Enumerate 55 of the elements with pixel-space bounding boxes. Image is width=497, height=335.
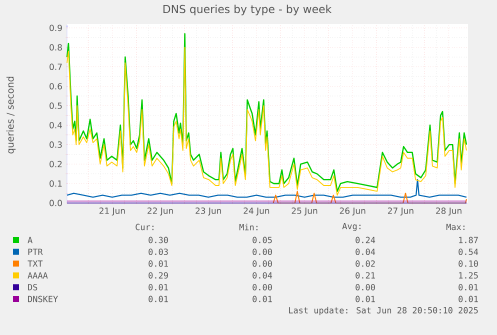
y-tick-label: 0.5 [50, 102, 62, 109]
text: 0.01 [148, 260, 168, 267]
y-tick-label: 0.0 [50, 200, 62, 206]
text: 0.04 [252, 272, 272, 279]
text: 0.00 [356, 284, 375, 290]
text: Last update: Sat Jun 28 20:50:10 2025 [289, 306, 478, 316]
text: 0.30 [148, 236, 168, 244]
text: 0.54 [458, 248, 478, 256]
text: 0.21 [356, 272, 375, 279]
x-tick-label: 22 Jun [148, 208, 173, 216]
y-tick-label: 0.3 [50, 141, 62, 148]
legend-label: DS [28, 284, 38, 290]
text: 0.01 [458, 296, 478, 302]
text: Cur: [136, 224, 154, 230]
y-tick-label: 0.6 [50, 83, 62, 90]
text: 0.04 [356, 248, 376, 256]
x-tick-label: 26 Jun [340, 208, 366, 216]
chart-title: DNS queries by type - by week [163, 4, 332, 16]
text: 0.01 [148, 296, 168, 302]
y-tick-label: 0.4 [50, 122, 62, 128]
y-tick-label: 0.1 [50, 180, 62, 187]
legend-label: PTR [28, 248, 43, 255]
text: 0.29 [148, 272, 168, 279]
text: 0.02 [356, 260, 375, 267]
text: 0.00 [252, 248, 272, 256]
x-tick-label: 27 Jun [388, 208, 414, 216]
text: 0.00 [252, 260, 272, 267]
x-tick-label: 25 Jun [292, 208, 318, 216]
text: Avg: [342, 223, 360, 231]
legend-label: AAAA [28, 272, 48, 278]
x-tick-label: 23 Jun [196, 208, 221, 216]
y-tick-label: 0.7 [50, 64, 62, 70]
text: Min: [239, 224, 258, 230]
text: 0.01 [148, 284, 168, 290]
text: 0.10 [458, 260, 478, 267]
text: 0.01 [458, 284, 478, 290]
text: 0.01 [356, 296, 375, 302]
legend-label: A [28, 236, 32, 244]
y-tick-label: 0.2 [50, 160, 62, 168]
y-tick-label: 0.9 [50, 24, 62, 32]
text: 1.25 [459, 272, 478, 279]
text: Max: [446, 224, 464, 230]
text: 0.05 [252, 236, 272, 244]
text: 0.24 [356, 236, 376, 244]
text: 1.87 [459, 236, 478, 244]
text: 0.01 [252, 296, 272, 302]
y-axis-title: queries / second [6, 76, 16, 154]
x-tick-label: 24 Jun [244, 208, 270, 216]
legend-label: TXT [28, 260, 43, 267]
y-tick-label: 0.8 [50, 44, 62, 51]
x-tick-label: 28 Jun [436, 208, 462, 216]
text: 0.00 [252, 284, 272, 290]
legend-label: DNSKEY [28, 296, 58, 302]
text: 0.03 [148, 248, 168, 256]
x-tick-label: 21 Jun [99, 208, 125, 216]
